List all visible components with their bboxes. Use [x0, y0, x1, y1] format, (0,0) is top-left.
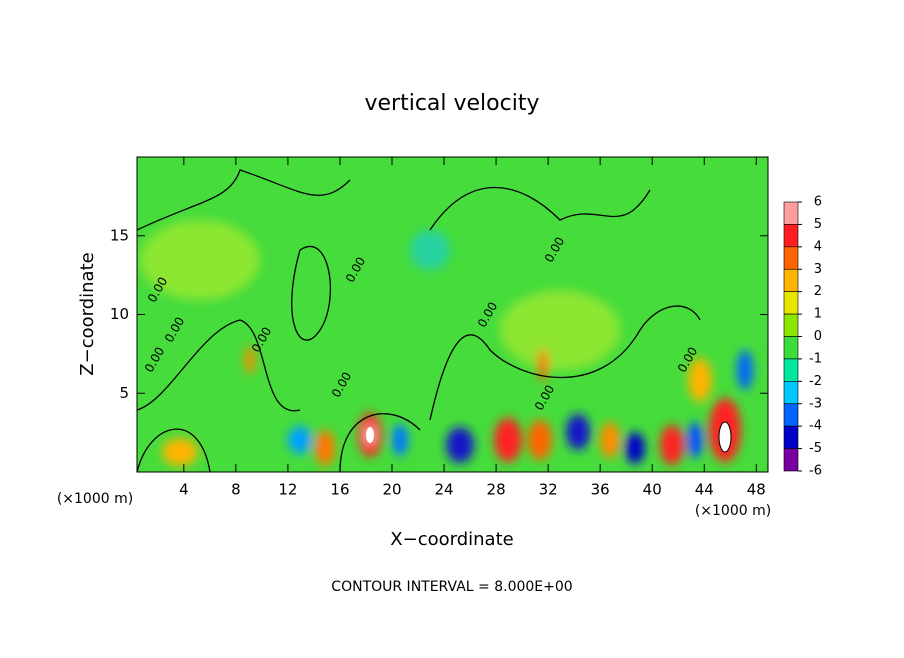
x-unit-right: (×1000 m) — [695, 503, 771, 519]
colorbar-label: -2 — [809, 374, 822, 389]
x-tick-label: 12 — [278, 481, 297, 499]
colorbar-swatch — [783, 425, 799, 449]
x-unit: (×1000 m) — [57, 491, 133, 507]
colorbar-label: -5 — [809, 441, 822, 456]
x-tick-label: 48 — [747, 481, 766, 499]
colorbar-label: 2 — [814, 284, 822, 299]
colorbar-swatch — [783, 448, 799, 472]
colorbar-swatch — [783, 246, 799, 270]
x-tick-label: 28 — [487, 481, 506, 499]
x-tick-label: 44 — [695, 481, 714, 499]
colorbar-label: 0 — [814, 329, 822, 344]
x-tick-label: 8 — [231, 481, 241, 499]
footer: CONTOUR INTERVAL = 8.000E+00 — [331, 579, 572, 595]
x-tick-label: 40 — [643, 481, 662, 499]
colorbar-label: 4 — [814, 239, 822, 254]
x-tick-label: 20 — [382, 481, 401, 499]
colorbar-label: 1 — [814, 307, 822, 322]
chart-title: vertical velocity — [364, 91, 539, 116]
colorbar-swatch — [783, 291, 799, 315]
colorbar-label: 6 — [814, 195, 822, 210]
colorbar-label: 3 — [814, 262, 822, 277]
x-tick-label: 32 — [539, 481, 558, 499]
colorbar-swatch — [783, 403, 799, 427]
colorbar-label: -6 — [809, 464, 822, 479]
x-tick-label: 24 — [434, 481, 453, 499]
colorbar-swatch — [783, 336, 799, 360]
y-tick-label: 10 — [110, 305, 129, 323]
y-axis-label: Z−coordinate — [77, 252, 98, 375]
x-axis-label: X−coordinate — [390, 529, 513, 550]
x-tick-label: 16 — [330, 481, 349, 499]
colorbar-swatch — [783, 381, 799, 405]
colorbar-label: -1 — [809, 351, 822, 366]
y-tick-label: 5 — [119, 384, 129, 402]
y-tick-label: 15 — [110, 226, 129, 244]
colorbar-label: -3 — [809, 396, 822, 411]
colorbar-swatch — [783, 313, 799, 337]
colorbar-swatch — [783, 268, 799, 292]
x-tick-label: 4 — [179, 481, 189, 499]
field — [137, 157, 768, 472]
colorbar-swatch — [783, 358, 799, 382]
colorbar-label: -4 — [809, 419, 822, 434]
colorbar-swatch — [783, 224, 799, 248]
colorbar-label: 5 — [814, 217, 822, 232]
colorbar-swatch — [783, 201, 799, 225]
x-tick-label: 36 — [591, 481, 610, 499]
